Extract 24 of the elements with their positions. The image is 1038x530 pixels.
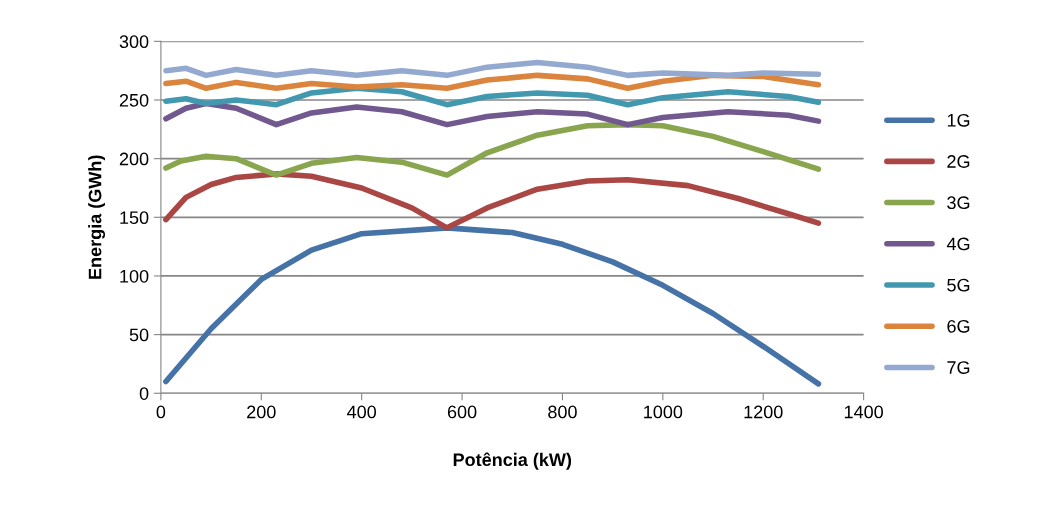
y-tick-label: 250	[119, 93, 149, 107]
legend-label: 2G	[947, 155, 970, 168]
y-tick-label: 100	[120, 269, 149, 283]
x-tick-label: 600	[447, 405, 477, 419]
legend-label: 1G	[947, 113, 970, 127]
legend-label: 5G	[947, 278, 970, 292]
y-tick-label: 150	[120, 211, 149, 225]
y-axis-title: Energia (GWh)	[88, 155, 106, 279]
x-tick-label: 1200	[744, 405, 783, 419]
y-tick-label: 0	[139, 387, 149, 400]
y-tick-label: 200	[119, 152, 149, 166]
x-axis-title: Potência (kW)	[453, 452, 572, 470]
legend-label: 4G	[946, 237, 970, 251]
y-tick-label: 50	[129, 328, 149, 342]
x-tick-label: 800	[548, 405, 577, 419]
x-tick-label: 200	[247, 405, 276, 419]
legend-label: 6G	[947, 319, 970, 333]
x-tick-label: 400	[347, 405, 377, 419]
x-tick-label: 1000	[644, 405, 683, 419]
legend-label: 3G	[947, 196, 970, 210]
x-tick-label: 0	[156, 405, 166, 419]
legend-label: 7G	[947, 361, 970, 374]
y-tick-label: 300	[119, 35, 149, 49]
x-tick-label: 1400	[844, 405, 883, 419]
